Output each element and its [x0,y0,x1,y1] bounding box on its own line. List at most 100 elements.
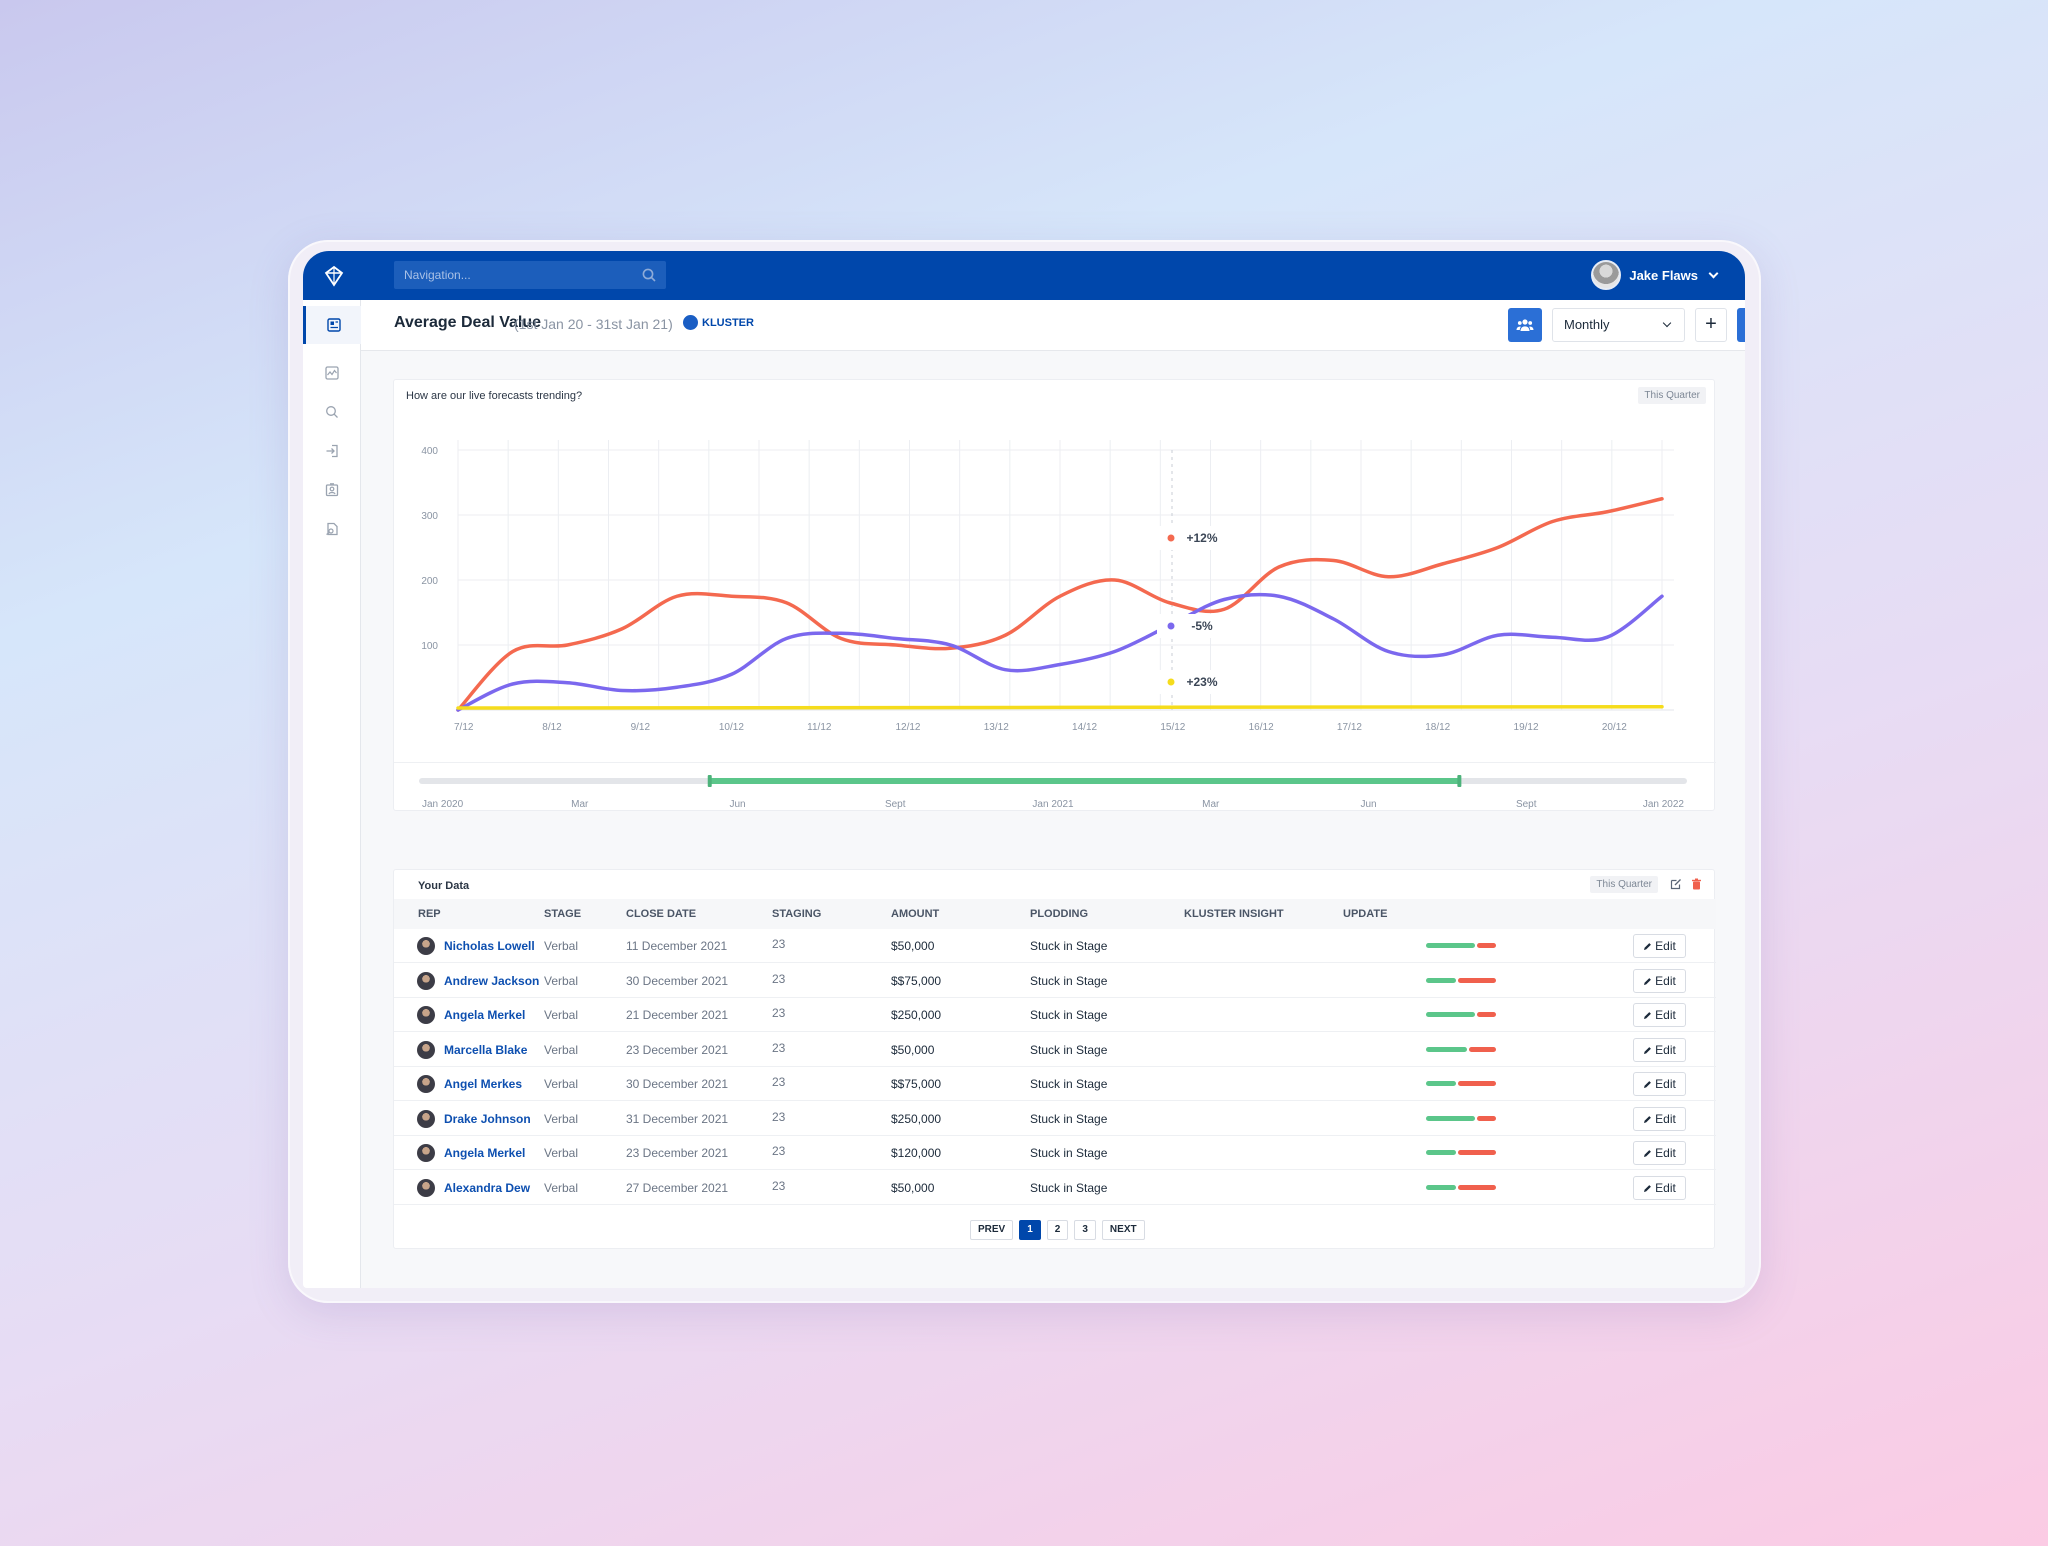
top-bar: Jake Flaws [303,251,1745,300]
search-icon[interactable] [641,267,657,283]
quarter-filter-chip[interactable]: This Quarter [1638,387,1706,404]
date-range-slider-area: Jan 2020 Mar Jun Sept Jan 2021 Mar Jun Sept Jan … [394,762,1716,812]
edit-table-icon[interactable] [1670,878,1682,890]
trash-icon[interactable] [1691,878,1702,890]
rep-name-link[interactable]: Marcella Blake [444,1042,528,1057]
tooltip-value: +23% [1186,675,1217,689]
add-button[interactable]: + [1695,308,1727,342]
rep-name-link[interactable]: Angel Merkes [444,1077,523,1091]
kluster-insight-bar [1426,1081,1496,1086]
period-select[interactable]: Monthly [1552,308,1685,342]
column-header-rep[interactable]: REP [418,908,441,920]
date-range: (1st Jan 20 - 31st Jan 21) [514,316,673,332]
insight-bad-segment [1477,943,1496,948]
sidebar-item-search[interactable] [303,393,361,431]
rep-name-link[interactable]: Andrew Jackson [444,973,540,988]
edit-button-label: Edit [1655,973,1676,988]
prev-page-button[interactable]: PREV [970,1220,1014,1240]
edit-button[interactable]: Edit [1633,1141,1686,1165]
edit-button[interactable]: Edit [1633,934,1686,958]
tooltip-value: +12% [1186,531,1217,545]
add-user-button[interactable] [1737,308,1745,342]
stage-cell: Verbal [544,1077,579,1091]
team-button[interactable] [1508,308,1542,342]
edit-button-label: Edit [1655,1180,1676,1195]
sidebar-item-dashboard[interactable] [303,306,361,344]
edit-button[interactable]: Edit [1633,1072,1686,1096]
user-menu[interactable]: Jake Flaws [1591,260,1719,290]
column-header-amount[interactable]: AMOUNT [891,908,940,920]
page-button-1[interactable]: 1 [1019,1220,1041,1240]
navigation-search-input[interactable] [394,261,666,289]
series-line-red [456,497,1664,712]
kluster-insight-bar [1426,1184,1496,1190]
y-tick-label: 400 [421,446,438,457]
edit-button[interactable]: Edit [1633,1175,1686,1200]
x-tick-label: 9/12 [631,722,651,733]
range-handle-end[interactable] [1457,775,1462,787]
tooltip-color-dot [1167,622,1175,630]
date-range-slider[interactable]: Jan 2020 Mar Jun Sept Jan 2021 Mar Jun Sept Jan … [394,763,1716,813]
pencil-icon [1644,1046,1652,1054]
rep-name-link[interactable]: Angela Merkel [444,1008,526,1022]
column-header-plodding[interactable]: PLODDING [1030,908,1089,920]
sidebar-item-activity[interactable] [303,354,361,392]
rep-name-link[interactable]: Angela Merkel [444,1146,526,1160]
edit-button[interactable]: Edit [1633,1003,1686,1027]
rep-avatar [417,937,435,955]
stage-cell: Verbal [544,1008,579,1022]
pencil-icon [1644,1184,1652,1192]
insight-good-segment [1426,1115,1476,1121]
edit-button[interactable]: Edit [1633,1106,1686,1131]
page-button-2[interactable]: 2 [1046,1220,1069,1240]
insight-good-segment [1426,1081,1456,1086]
x-tick-label: 19/12 [1514,722,1539,733]
x-tick-label: 18/12 [1425,722,1450,733]
kluster-logo-icon[interactable] [323,265,345,287]
contacts-icon [325,483,339,497]
edit-button[interactable]: Edit [1633,1037,1686,1062]
reports-icon [326,522,338,536]
chevron-down-icon [1708,268,1719,278]
activity-icon [325,366,339,380]
edit-button-label: Edit [1655,1077,1676,1091]
range-handle-start[interactable] [707,775,712,787]
edit-button[interactable]: Edit [1633,968,1686,993]
next-page-button[interactable]: NEXT [1101,1220,1145,1240]
close-date-cell: 30 December 2021 [626,1077,729,1091]
plodding-cell: Stuck in Stage [1030,1146,1108,1160]
table-quarter-chip[interactable]: This Quarter [1590,876,1658,893]
sidebar-item-login[interactable] [303,432,361,470]
sidebar-item-reports[interactable] [303,510,361,548]
rep-name-link[interactable]: Nicholas Lowell [444,939,535,953]
amount-cell: $250,000 [891,1111,942,1126]
avatar [1591,260,1622,290]
rep-name-link[interactable]: Alexandra Dew [444,1180,531,1195]
close-date-cell: 11 December 2021 [626,939,728,953]
rep-name-link[interactable]: Drake Johnson [444,1111,531,1126]
plodding-cell: Stuck in Stage [1030,939,1108,953]
column-header-close-date[interactable]: CLOSE DATE [626,908,697,920]
tooltip-box [1157,670,1229,694]
kluster-badge-label: KLUSTER [702,316,754,329]
kluster-insight-bar [1426,1046,1496,1052]
column-header-staging[interactable]: STAGING [772,908,822,920]
sidebar-item-contacts[interactable] [303,471,361,509]
table-row: Drake Johnson Verbal 31 December 2021 23 $25… [394,1102,1716,1136]
edit-button-label: Edit [1655,1111,1676,1126]
table-row: Angel Merkes Verbal 30 December 2021 23 $$75… [394,1067,1716,1101]
kluster-badge[interactable]: KLUSTER [683,315,754,330]
x-tick-label: 13/12 [984,722,1009,733]
stage-cell: Verbal [544,1042,579,1057]
user-name: Jake Flaws [1629,267,1698,283]
y-tick-label: 200 [421,576,438,587]
column-header-stage[interactable]: STAGE [544,908,582,920]
amount-cell: $$75,000 [891,973,942,988]
page-button-3[interactable]: 3 [1074,1220,1096,1240]
column-header-update[interactable]: UPDATE [1343,908,1388,920]
insight-bad-segment [1457,1150,1496,1155]
table-row: Alexandra Dew Verbal 27 December 2021 23 $50… [394,1171,1716,1205]
column-header-kluster-insight[interactable]: KLUSTER INSIGHT [1184,908,1284,920]
insight-bad-segment [1477,1012,1496,1017]
x-tick-label: 7/12 [454,722,474,733]
